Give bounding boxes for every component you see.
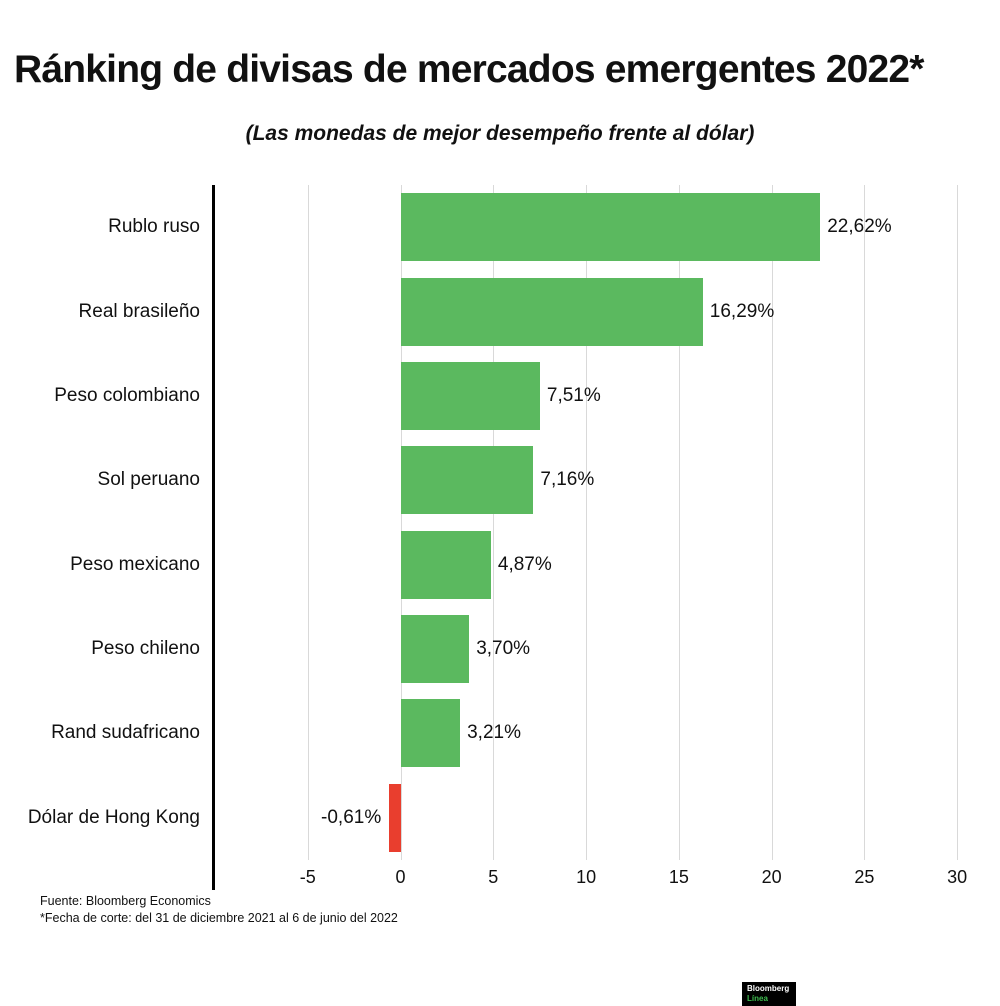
bar [400, 361, 540, 430]
plot-area: -5 0 5 10 15 20 25 30 22,62% 16,29% 7,51% 7,16% 4,87… [215, 185, 985, 887]
bar [389, 783, 401, 852]
value-label: 22,62% [827, 216, 892, 238]
bar [400, 277, 703, 346]
value-label: 7,16% [540, 469, 595, 491]
bar [400, 193, 821, 262]
x-tick-label: 25 [854, 867, 875, 887]
chart-subtitle: (Las monedas de mejor desempeño frente a… [245, 122, 755, 145]
x-tick-label: 0 [395, 867, 406, 887]
x-tick-label: 15 [668, 867, 689, 887]
category-label: Sol peruano [97, 469, 200, 491]
gridline [957, 185, 959, 860]
value-label: 7,51% [546, 384, 601, 406]
category-label: Peso mexicano [70, 553, 200, 575]
category-label: Dólar de Hong Kong [27, 806, 200, 828]
cutoff-note: *Fecha de corte: del 31 de diciembre 202… [40, 911, 398, 925]
bar [400, 615, 470, 684]
source-note: Fuente: Bloomberg Economics [40, 894, 211, 908]
value-label: 4,87% [497, 553, 552, 575]
category-label: Peso colombiano [54, 384, 200, 406]
category-label: Peso chileno [91, 638, 200, 660]
category-label: Rublo ruso [108, 216, 200, 238]
gridline [678, 185, 680, 860]
gridline [864, 185, 866, 860]
value-label: 3,70% [476, 638, 531, 660]
bloomberg-linea-logo: Bloomberg Línea [742, 982, 797, 1006]
category-label: Rand sudafricano [51, 722, 200, 744]
bar [400, 699, 461, 768]
x-tick-label: 5 [488, 867, 499, 887]
x-tick-label: -5 [299, 867, 316, 887]
gridline [586, 185, 588, 860]
gridline [493, 185, 495, 860]
value-label: -0,61% [321, 806, 382, 828]
gridline [400, 185, 402, 860]
chart-title: Ránking de divisas de mercados emergente… [14, 48, 924, 91]
logo-text-linea: Línea [747, 994, 768, 1003]
category-label: Real brasileño [78, 300, 200, 322]
value-label: 16,29% [709, 300, 775, 322]
gridline [771, 185, 773, 860]
bar [400, 530, 491, 599]
x-tick-label: 20 [761, 867, 782, 887]
category-labels: Rublo ruso Real brasileño Peso colombiano S… [0, 185, 200, 860]
x-tick-label: 10 [576, 867, 597, 887]
y-axis-line [212, 185, 215, 890]
bar-chart: Rublo ruso Real brasileño Peso colombiano S… [0, 185, 1000, 895]
value-label: 3,21% [467, 722, 521, 744]
footer: Fuente: Bloomberg Economics *Fecha de co… [40, 893, 398, 927]
bar [400, 446, 534, 515]
x-tick-label: 30 [947, 867, 968, 887]
logo-text-bloomberg: Bloomberg [747, 984, 790, 993]
gridline [307, 185, 309, 860]
